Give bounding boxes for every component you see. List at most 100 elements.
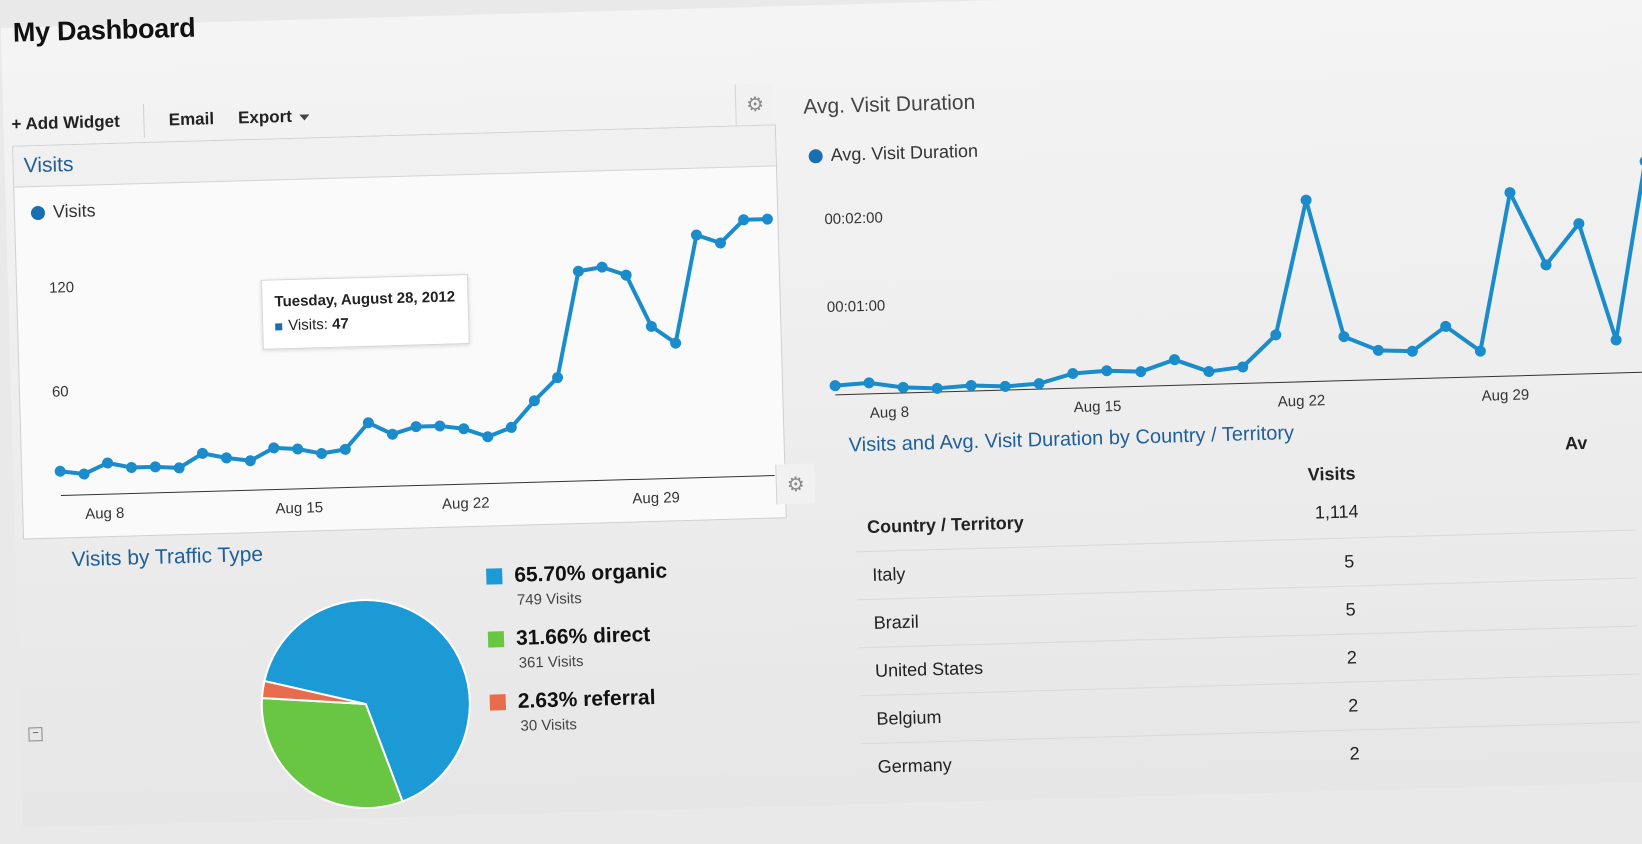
traffic-pie-chart (260, 599, 471, 809)
data-point (552, 372, 564, 384)
chart-tooltip: Tuesday, August 28, 2012 Visits: 47 (260, 274, 470, 350)
data-point (268, 442, 280, 454)
referral-label: 2.63% referral (517, 685, 656, 713)
visits-cell: 2 (1349, 743, 1360, 764)
data-point (173, 462, 185, 474)
x-tick-label: Aug 22 (442, 495, 490, 513)
legend-item-organic[interactable]: 65.70% organic 749 Visits (486, 560, 668, 610)
export-label: Export (237, 106, 293, 128)
x-axis (60, 475, 775, 496)
traffic-legend: 65.70% organic 749 Visits 31.66% direct … (486, 560, 672, 754)
tooltip-swatch-icon (275, 322, 283, 330)
data-point (1540, 259, 1552, 271)
data-point (54, 465, 66, 477)
col-visits-header[interactable]: Visits (1307, 463, 1356, 485)
toolbar-divider (143, 104, 146, 139)
chevron-down-icon (298, 113, 309, 121)
data-point (1573, 218, 1585, 230)
country-cell[interactable]: Belgium (876, 706, 942, 729)
data-point (1406, 345, 1418, 357)
data-point (1033, 378, 1045, 390)
x-tick-label: Aug 8 (870, 404, 910, 422)
total-visits: 1,114 (1314, 501, 1359, 523)
data-point (339, 443, 351, 455)
x-tick-label: Aug 22 (1277, 392, 1325, 410)
visits-widget: ⚙ Visits Visits 60 120 Aug 8 Aug 15 Aug 22 Au… (12, 83, 787, 540)
data-point (78, 468, 90, 480)
country-cell[interactable]: Germany (877, 754, 953, 777)
collapse-icon[interactable]: − (28, 727, 43, 742)
x-tick-label: Aug 8 (85, 505, 125, 523)
data-point (1169, 354, 1181, 366)
data-point (1237, 361, 1249, 373)
data-point (714, 237, 726, 249)
data-point (149, 461, 161, 473)
visits-chart: 60 120 Aug 8 Aug 15 Aug 22 Aug 29 (49, 213, 775, 523)
data-point (1440, 320, 1452, 332)
traffic-widget: ⚙ Visits by Traffic Type (55, 463, 823, 842)
export-button[interactable]: Export (238, 106, 333, 129)
country-cell[interactable]: United States (874, 657, 984, 681)
y-tick-label: 00:02:00 (824, 209, 883, 228)
legend-item-direct[interactable]: 31.66% direct 361 Visits (487, 623, 670, 673)
data-point (645, 320, 657, 332)
gear-icon[interactable]: ⚙ (775, 463, 816, 505)
data-point (1135, 366, 1147, 378)
x-tick-label: Aug 29 (1481, 386, 1529, 404)
organic-visits: 749 Visits (516, 589, 582, 609)
y-tick-label: 00:01:00 (827, 297, 886, 316)
legend-item-referral[interactable]: 2.63% referral 30 Visits (489, 686, 671, 736)
duration-title: Avg. Visit Duration (802, 90, 976, 119)
data-point (1270, 329, 1282, 341)
col-av-header[interactable]: Av (1564, 432, 1588, 454)
data-point (316, 448, 328, 460)
data-point (690, 229, 702, 241)
toolbar: + Add Widget Email Export (11, 99, 333, 142)
duration-widget: Avg. Visit Duration Avg. Visit Duration … (793, 70, 1642, 444)
visits-cell: 2 (1347, 695, 1359, 716)
organic-swatch-icon (486, 568, 503, 585)
gear-icon[interactable]: ⚙ (734, 83, 775, 125)
data-point (931, 382, 943, 394)
visits-cell: 5 (1343, 551, 1355, 572)
visits-cell: 2 (1346, 647, 1358, 668)
visits-cell: 5 (1345, 599, 1356, 620)
col-country-header[interactable]: Country / Territory (866, 512, 1024, 537)
x-tick-label: Aug 15 (275, 499, 323, 517)
email-button[interactable]: Email (168, 109, 215, 130)
legend-dot-icon (808, 148, 823, 163)
data-point (1101, 365, 1113, 377)
data-point (620, 269, 632, 281)
data-point (458, 423, 470, 435)
data-point (386, 428, 398, 440)
y-tick-label: 120 (49, 279, 74, 297)
tooltip-date: Tuesday, August 28, 2012 (274, 288, 456, 311)
data-point (999, 380, 1011, 392)
data-point (410, 421, 422, 433)
traffic-title: Visits by Traffic Type (71, 542, 264, 572)
visits-title: Visits (23, 153, 74, 178)
pie-slice-referral (260, 679, 367, 706)
series-line (834, 160, 1642, 391)
data-point (292, 443, 304, 455)
country-cell[interactable]: Brazil (873, 611, 920, 633)
data-point (528, 395, 540, 407)
x-tick-label: Aug 29 (632, 489, 680, 507)
country-cell[interactable]: Italy (872, 563, 906, 585)
data-point (761, 213, 773, 225)
data-point (829, 380, 841, 392)
data-point (1372, 344, 1384, 356)
tooltip-row: Visits: 47 (275, 309, 456, 338)
y-tick-label: 60 (52, 383, 69, 400)
x-tick-label: Aug 15 (1074, 398, 1122, 416)
data-point (1300, 194, 1312, 206)
direct-label: 31.66% direct (515, 623, 651, 650)
duration-chart: 00:01:00 00:02:00 Aug 8 Aug 15 Aug 22 Aug 29 (824, 155, 1642, 422)
data-point (126, 462, 138, 474)
add-widget-button[interactable]: + Add Widget (11, 111, 120, 134)
direct-swatch-icon (487, 631, 505, 648)
data-point (1474, 345, 1486, 357)
data-point (738, 214, 750, 226)
series-line (59, 217, 768, 477)
